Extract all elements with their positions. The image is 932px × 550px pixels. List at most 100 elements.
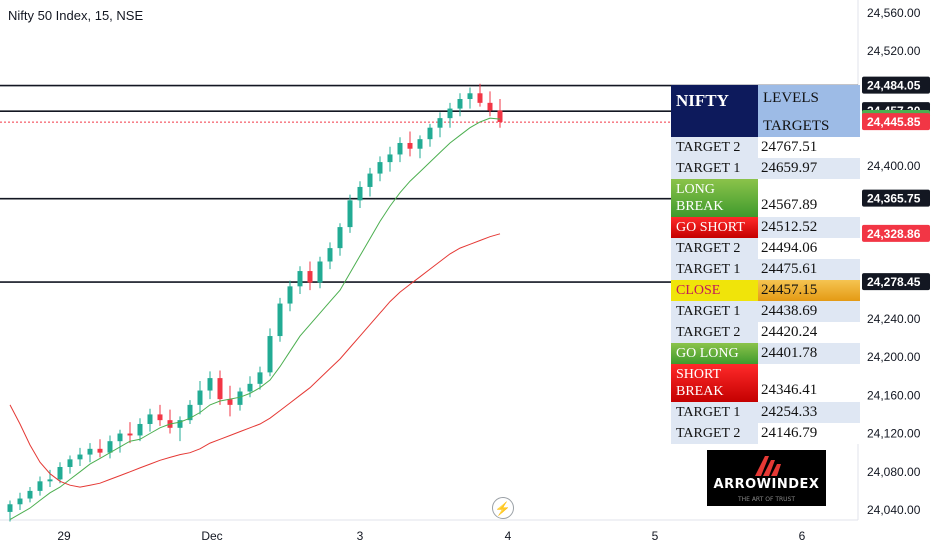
candle-body xyxy=(187,404,193,421)
panel-row-label: GO SHORT xyxy=(671,217,758,238)
panel-row-value: 24438.69 xyxy=(758,301,860,322)
panel-row: TARGET 1 24475.61 xyxy=(671,259,860,280)
candle-body xyxy=(117,433,123,442)
panel-row-value: 24494.06 xyxy=(758,238,860,259)
candle-body xyxy=(147,414,153,424)
candle-body xyxy=(317,261,323,283)
arrowindex-logo: ARROWINDEX THE ART OF TRUST xyxy=(707,450,826,506)
price-tag xyxy=(862,113,930,131)
panel-row-value: 24457.15 xyxy=(758,280,860,301)
y-tick-label: 24,240.00 xyxy=(867,312,921,326)
candle-body xyxy=(37,481,43,491)
panel-row: TARGET 2 24146.79 xyxy=(671,423,860,444)
candle-body xyxy=(487,102,493,111)
panel-row-label: TARGET 2 xyxy=(671,137,758,158)
price-tag xyxy=(862,224,930,242)
candle-body xyxy=(57,466,63,480)
levels-panel: NIFTY LEVELS TARGETS TARGET 2 24767.51 TAR… xyxy=(671,85,860,444)
panel-row-label: TARGET 1 xyxy=(671,301,758,322)
candle-body xyxy=(307,271,313,283)
candle-body xyxy=(387,154,393,163)
candle-body xyxy=(257,372,263,384)
panel-row-number: 24494.06 xyxy=(761,240,818,256)
panel-row-label: SHORT BREAK xyxy=(671,364,758,402)
panel-row-label: GO LONG xyxy=(671,343,758,364)
candle-body xyxy=(467,93,473,100)
panel-row-number: 24346.41 xyxy=(761,382,818,398)
candle-body xyxy=(217,378,223,400)
x-tick-label: Dec xyxy=(201,529,222,543)
panel-row: TARGET 1 24659.97 xyxy=(671,158,860,179)
candle-body xyxy=(237,391,243,405)
panel-row: TARGET 2 24767.51 xyxy=(671,137,860,158)
panel-row-label: TARGET 1 xyxy=(671,402,758,423)
price-tag xyxy=(862,189,930,207)
candle-body xyxy=(87,448,93,455)
candle-body xyxy=(177,420,183,428)
candle-body xyxy=(327,248,333,262)
x-tick-label: 3 xyxy=(357,529,364,543)
candle-body xyxy=(437,118,443,128)
candle-body xyxy=(67,459,73,467)
panel-targets-label: TARGETS xyxy=(763,118,830,134)
panel-row: CLOSE 24457.15 xyxy=(671,280,860,301)
panel-row: TARGET 2 24494.06 xyxy=(671,238,860,259)
candle-body xyxy=(447,108,453,119)
chart-title: Nifty 50 Index, 15, NSE xyxy=(8,8,144,23)
panel-row-label: LONG BREAK xyxy=(671,179,758,217)
candle-body xyxy=(357,186,363,201)
lightning-icon[interactable]: ⚡ xyxy=(492,497,514,519)
candle-body xyxy=(397,142,403,155)
price-tag-label: 24,278.45 xyxy=(867,275,921,289)
panel-row-value: 24512.52SELL xyxy=(758,217,860,238)
panel-row-label: TARGET 1 xyxy=(671,158,758,179)
price-tag-label: 24,445.85 xyxy=(867,115,921,129)
panel-row-number: 24401.78 xyxy=(761,345,818,361)
price-tag-label: 24,365.75 xyxy=(867,192,921,206)
moving-average-line xyxy=(9,117,501,521)
candle-body xyxy=(347,200,353,228)
panel-row-label: TARGET 1 xyxy=(671,259,758,280)
candle-body xyxy=(297,271,303,287)
candle-body xyxy=(337,227,343,249)
candle-body xyxy=(497,110,503,122)
panel-row-number: 24254.33 xyxy=(761,404,818,420)
y-tick-label: 24,080.00 xyxy=(867,465,921,479)
panel-row-value: 24420.24 xyxy=(758,322,860,343)
panel-row-number: 24659.97 xyxy=(761,160,818,176)
panel-row-value: 24659.97 xyxy=(758,158,860,179)
candle-body xyxy=(97,448,103,453)
candle-body xyxy=(247,383,253,392)
panel-row-number: 24767.51 xyxy=(761,139,818,155)
candle-body xyxy=(197,390,203,405)
price-tag-label: 24,484.05 xyxy=(867,79,921,93)
panel-row-number: 24438.69 xyxy=(761,303,818,319)
x-tick-label: 29 xyxy=(57,529,71,543)
y-tick-label: 24,520.00 xyxy=(867,44,921,58)
price-tag-label: 24,328.86 xyxy=(867,227,921,241)
price-tag xyxy=(862,273,930,291)
candle-body xyxy=(287,286,293,304)
candle-body xyxy=(477,93,483,103)
candle-body xyxy=(367,173,373,187)
panel-row-label: TARGET 2 xyxy=(671,423,758,444)
candle-body xyxy=(267,336,273,373)
panel-header: NIFTY LEVELS TARGETS xyxy=(671,85,860,137)
y-tick-label: 24,120.00 xyxy=(867,427,921,441)
candle-body xyxy=(207,378,213,391)
y-tick-label: 24,560.00 xyxy=(867,6,921,20)
panel-row-value: 24346.41SELL xyxy=(758,364,860,402)
candle-body xyxy=(107,441,113,453)
panel-row: TARGET 2 24420.24 xyxy=(671,322,860,343)
panel-row-number: 24512.52 xyxy=(761,219,818,235)
candle-body xyxy=(427,127,433,140)
panel-header-right: LEVELS TARGETS xyxy=(758,85,860,137)
x-tick-label: 5 xyxy=(652,529,659,543)
logo-brand: ARROWINDEX xyxy=(713,477,820,492)
panel-row-value: 24254.33 xyxy=(758,402,860,423)
panel-name: NIFTY xyxy=(671,85,758,137)
candle-body xyxy=(77,454,83,460)
